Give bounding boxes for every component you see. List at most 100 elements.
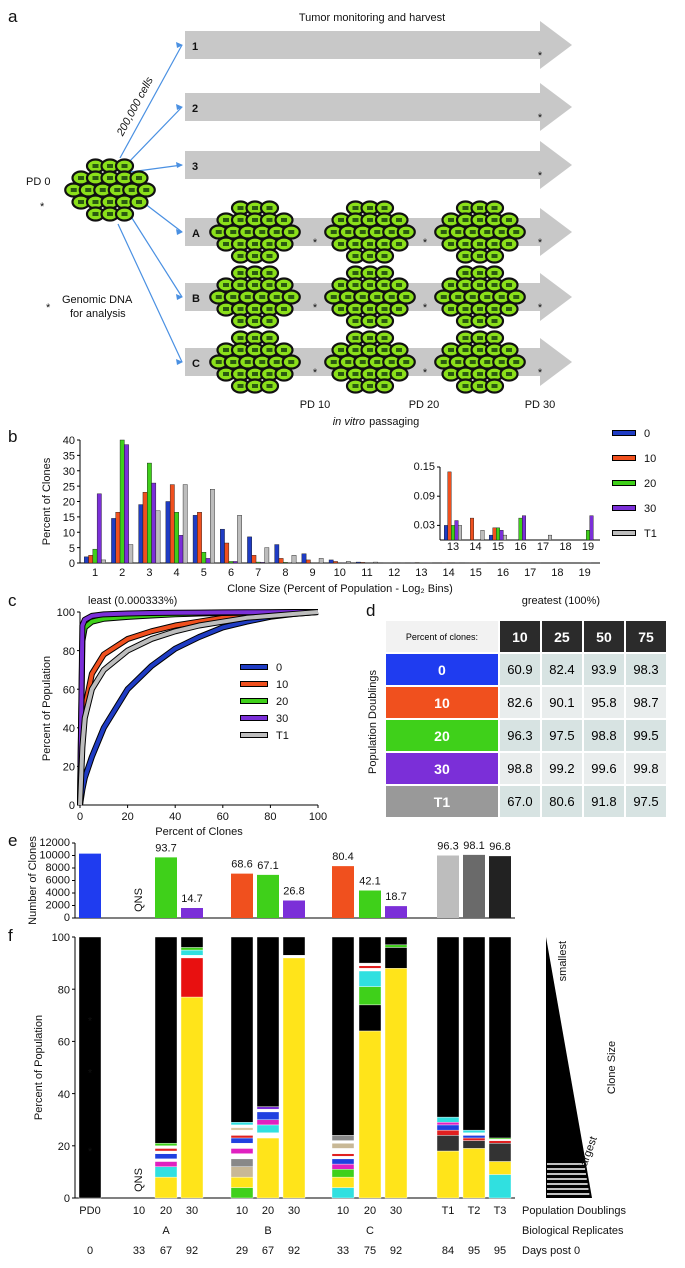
bar (274, 544, 280, 564)
cell-nucleus (396, 242, 402, 246)
bar (182, 484, 188, 564)
cell-cluster (64, 158, 156, 222)
cell-nucleus (352, 372, 359, 376)
cell-nucleus (215, 360, 222, 364)
bar-segment (462, 1129, 486, 1133)
bar (155, 510, 161, 564)
diagram-title: Tumor monitoring and harvest (299, 12, 445, 24)
bar-segment (78, 936, 102, 1199)
cell-nucleus (252, 283, 258, 287)
bar-segment (154, 1161, 178, 1167)
cell-nucleus (506, 307, 512, 311)
cell-nucleus (338, 307, 344, 311)
cell-nucleus (223, 283, 229, 287)
cell-nucleus (99, 188, 106, 192)
cell-nucleus (237, 307, 244, 311)
start-label: PD 0 (26, 176, 50, 188)
cell-nucleus (477, 283, 483, 287)
cell-cluster (434, 200, 526, 264)
row-label: Biological Replicates (522, 1225, 624, 1237)
marker: * (423, 302, 428, 314)
cell-nucleus (381, 307, 388, 311)
y-tick-label: 0 (69, 558, 75, 570)
cell-nucleus (462, 336, 469, 340)
legend-label: 30 (644, 503, 656, 515)
cell-nucleus (381, 319, 388, 323)
bar (155, 857, 177, 918)
bar-segment (462, 1132, 486, 1136)
x-tick-label: 19 (582, 541, 594, 553)
legend-label: 10 (276, 679, 288, 691)
bar-segment (180, 996, 204, 1199)
cell-nucleus (462, 254, 469, 258)
bar-segment (358, 968, 382, 972)
marker: * (40, 201, 45, 213)
cell-nucleus (462, 372, 469, 376)
cell-nucleus (252, 384, 258, 388)
bar-segment (154, 936, 178, 1144)
y-tick-label: 4000 (46, 887, 70, 899)
cell-nucleus (462, 319, 469, 323)
group-label: C (366, 1225, 374, 1237)
panel-label: b (8, 427, 17, 446)
table-cell: 10 (498, 620, 541, 653)
row-axis-label: Population Doublings (367, 670, 379, 774)
cell-nucleus (462, 218, 469, 222)
cell-nucleus (367, 372, 373, 376)
cell-nucleus (367, 336, 373, 340)
cell-nucleus (403, 230, 410, 234)
bar-segment (436, 1129, 460, 1136)
cell-nucleus (477, 319, 483, 323)
row-label: A (192, 228, 200, 240)
bar (499, 530, 504, 541)
cell-nucleus (352, 336, 359, 340)
cell-nucleus (396, 348, 402, 352)
y-tick-label: 10000 (39, 850, 70, 862)
table-cell: 99.8 (624, 752, 667, 785)
x-tick-label: 5 (201, 567, 207, 579)
bar (96, 493, 102, 564)
cell-nucleus (498, 230, 505, 234)
bar-segment (154, 1150, 178, 1154)
cell-nucleus (462, 384, 469, 388)
bar (480, 530, 485, 541)
x-tick-label: 16 (514, 541, 526, 553)
cell-nucleus (381, 206, 388, 210)
y-tick-label: 80 (58, 984, 70, 996)
day-label: 0 (87, 1245, 93, 1257)
table-cell: 95.8 (582, 686, 625, 719)
day-label: 75 (364, 1245, 376, 1257)
cell-nucleus (223, 348, 229, 352)
bar (470, 517, 474, 541)
legend-label: T1 (644, 528, 657, 540)
bar-segment (331, 1156, 355, 1160)
day-label: 33 (133, 1245, 145, 1257)
cell-nucleus (498, 295, 505, 299)
table-row: 10 82.6 90.1 95.8 98.7 (385, 686, 667, 719)
cell-nucleus (92, 200, 99, 204)
cell-nucleus (237, 372, 244, 376)
cell-nucleus (244, 230, 251, 234)
bar (264, 547, 270, 564)
day-label: 33 (337, 1245, 349, 1257)
cell-nucleus (143, 188, 150, 192)
bar-segment (331, 1140, 355, 1144)
cell-nucleus (345, 295, 352, 299)
bar (84, 556, 89, 564)
size-triangle (546, 937, 592, 1198)
bar-segment (436, 1124, 460, 1131)
x-tick-label: 18 (559, 541, 571, 553)
marker: * (46, 302, 51, 314)
cell-nucleus (374, 360, 381, 364)
cell-nucleus (252, 372, 258, 376)
cell-nucleus (330, 230, 337, 234)
cell-nucleus (403, 360, 410, 364)
cell-nucleus (381, 336, 388, 340)
cell-nucleus (367, 206, 373, 210)
x-tick-label: 6 (228, 567, 234, 579)
cell-nucleus (252, 307, 258, 311)
cell-nucleus (491, 242, 498, 246)
cell-cluster (209, 265, 301, 329)
x-tick-label: 15 (470, 567, 482, 579)
cell-nucleus (259, 360, 266, 364)
